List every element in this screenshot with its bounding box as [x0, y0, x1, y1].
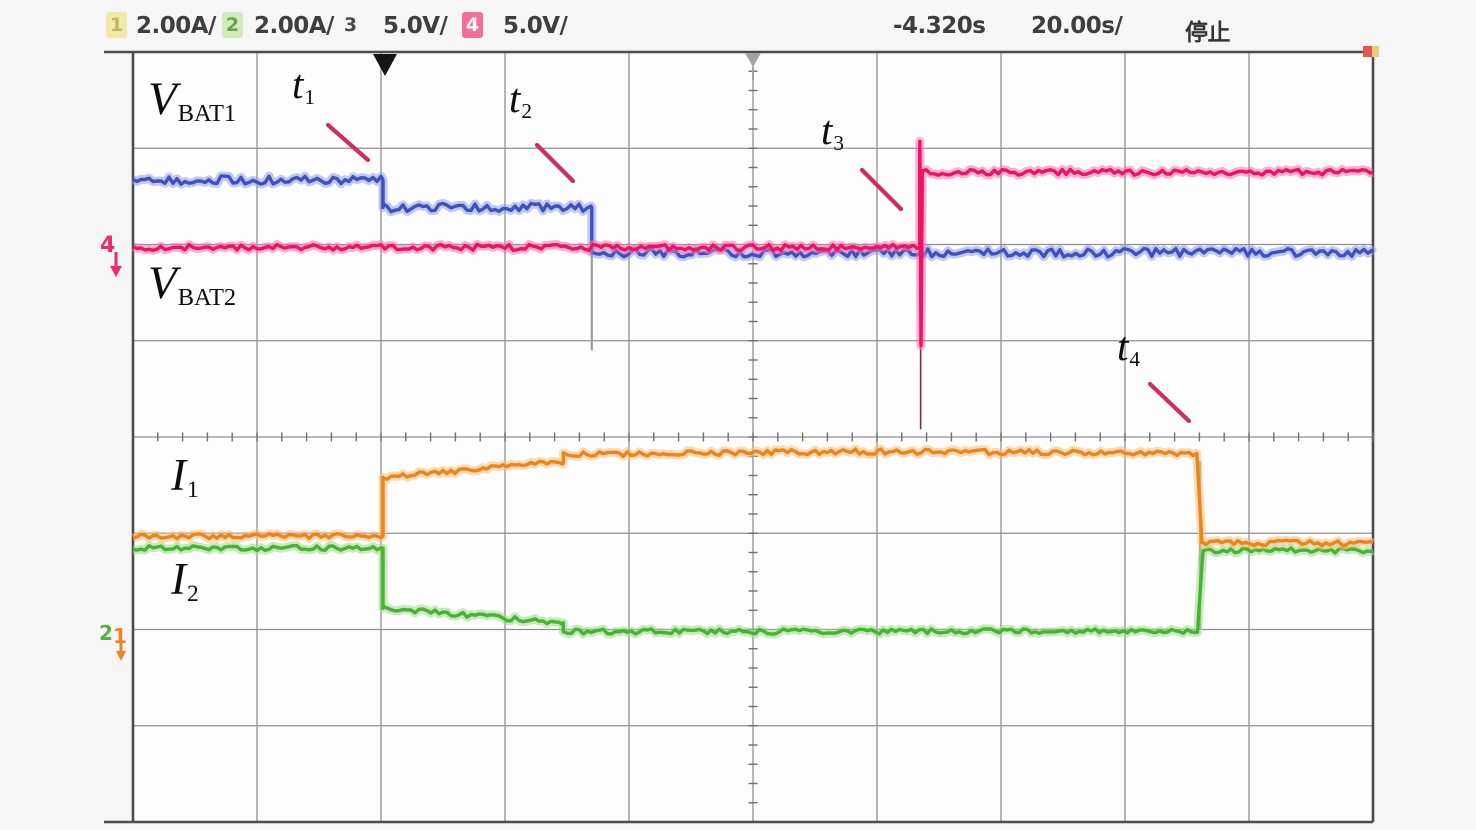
pointer-line-t1: [325, 122, 371, 163]
label-t1-subscript: 1: [304, 85, 316, 110]
channel-1-scale[interactable]: 2.00A/: [136, 13, 216, 39]
trace-I_1: [132, 447, 1374, 548]
channel-4-ground-arrow-icon: [110, 266, 122, 277]
annotation-arrows: [325, 122, 1192, 424]
channel-4-scale[interactable]: 5.0V/: [503, 13, 568, 39]
label-t4-subscript: 4: [1129, 347, 1141, 372]
time-reference-marker: [745, 53, 761, 67]
channel-1-badge[interactable]: 1: [106, 12, 127, 38]
label-vbat2: VBAT2: [148, 260, 236, 311]
timebase-readout[interactable]: 20.00s/: [1031, 13, 1123, 39]
label-vbat2-subscript: BAT2: [177, 284, 237, 312]
pointer-line-t4: [1147, 381, 1192, 424]
waveform-traces: [131, 137, 1377, 639]
label-t2-symbol: t: [509, 75, 521, 121]
label-vbat2-symbol: V: [148, 257, 177, 309]
label-t4-symbol: t: [1117, 323, 1129, 369]
channel-2-scale[interactable]: 2.00A/: [254, 13, 334, 39]
label-t3-subscript: 3: [833, 131, 845, 156]
label-vbat1: VBAT1: [148, 76, 236, 127]
channel-4-badge[interactable]: 4: [462, 12, 483, 38]
label-t2: t2: [509, 78, 532, 123]
channel-1-ground-arrow-icon: [116, 651, 126, 661]
run-state-indicator[interactable]: 停止: [1185, 20, 1231, 46]
label-t1-symbol: t: [292, 61, 304, 107]
delay-readout[interactable]: -4.320s: [893, 13, 986, 39]
label-i2-subscript: 2: [187, 581, 199, 608]
label-t3: t3: [821, 110, 844, 155]
channel-3-scale[interactable]: 5.0V/: [383, 13, 448, 39]
trace-V_BAT2: [132, 139, 1374, 348]
corner-indicator-red: [1363, 46, 1372, 57]
channel-1-ground-marker[interactable]: 1: [113, 624, 127, 648]
label-i2: I2: [171, 557, 199, 606]
label-t1: t1: [292, 64, 315, 109]
label-vbat1-symbol: V: [148, 73, 177, 125]
scope-markers: 4 2 1: [99, 46, 1379, 661]
trigger-position-marker[interactable]: [373, 54, 397, 76]
label-t3-symbol: t: [821, 107, 833, 153]
channel-3-badge[interactable]: 3: [343, 14, 358, 36]
corner-indicator-yellow: [1372, 46, 1379, 57]
pointer-line-t2: [534, 142, 576, 184]
trace-V_BAT1: [132, 174, 1375, 259]
pointer-line-t3: [859, 167, 904, 212]
label-i1-subscript: 1: [187, 477, 199, 504]
channel-4-ground-marker[interactable]: 4: [100, 233, 115, 258]
channel-2-ground-marker[interactable]: 2: [99, 621, 113, 645]
label-vbat1-subscript: BAT1: [177, 100, 237, 128]
label-i2-symbol: I: [171, 554, 186, 604]
label-i1: I1: [171, 453, 199, 502]
label-t2-subscript: 2: [521, 99, 533, 124]
label-t4: t4: [1117, 326, 1140, 371]
trace-I_2: [132, 544, 1374, 636]
label-i1-symbol: I: [171, 450, 186, 500]
channel-2-badge[interactable]: 2: [222, 12, 243, 38]
